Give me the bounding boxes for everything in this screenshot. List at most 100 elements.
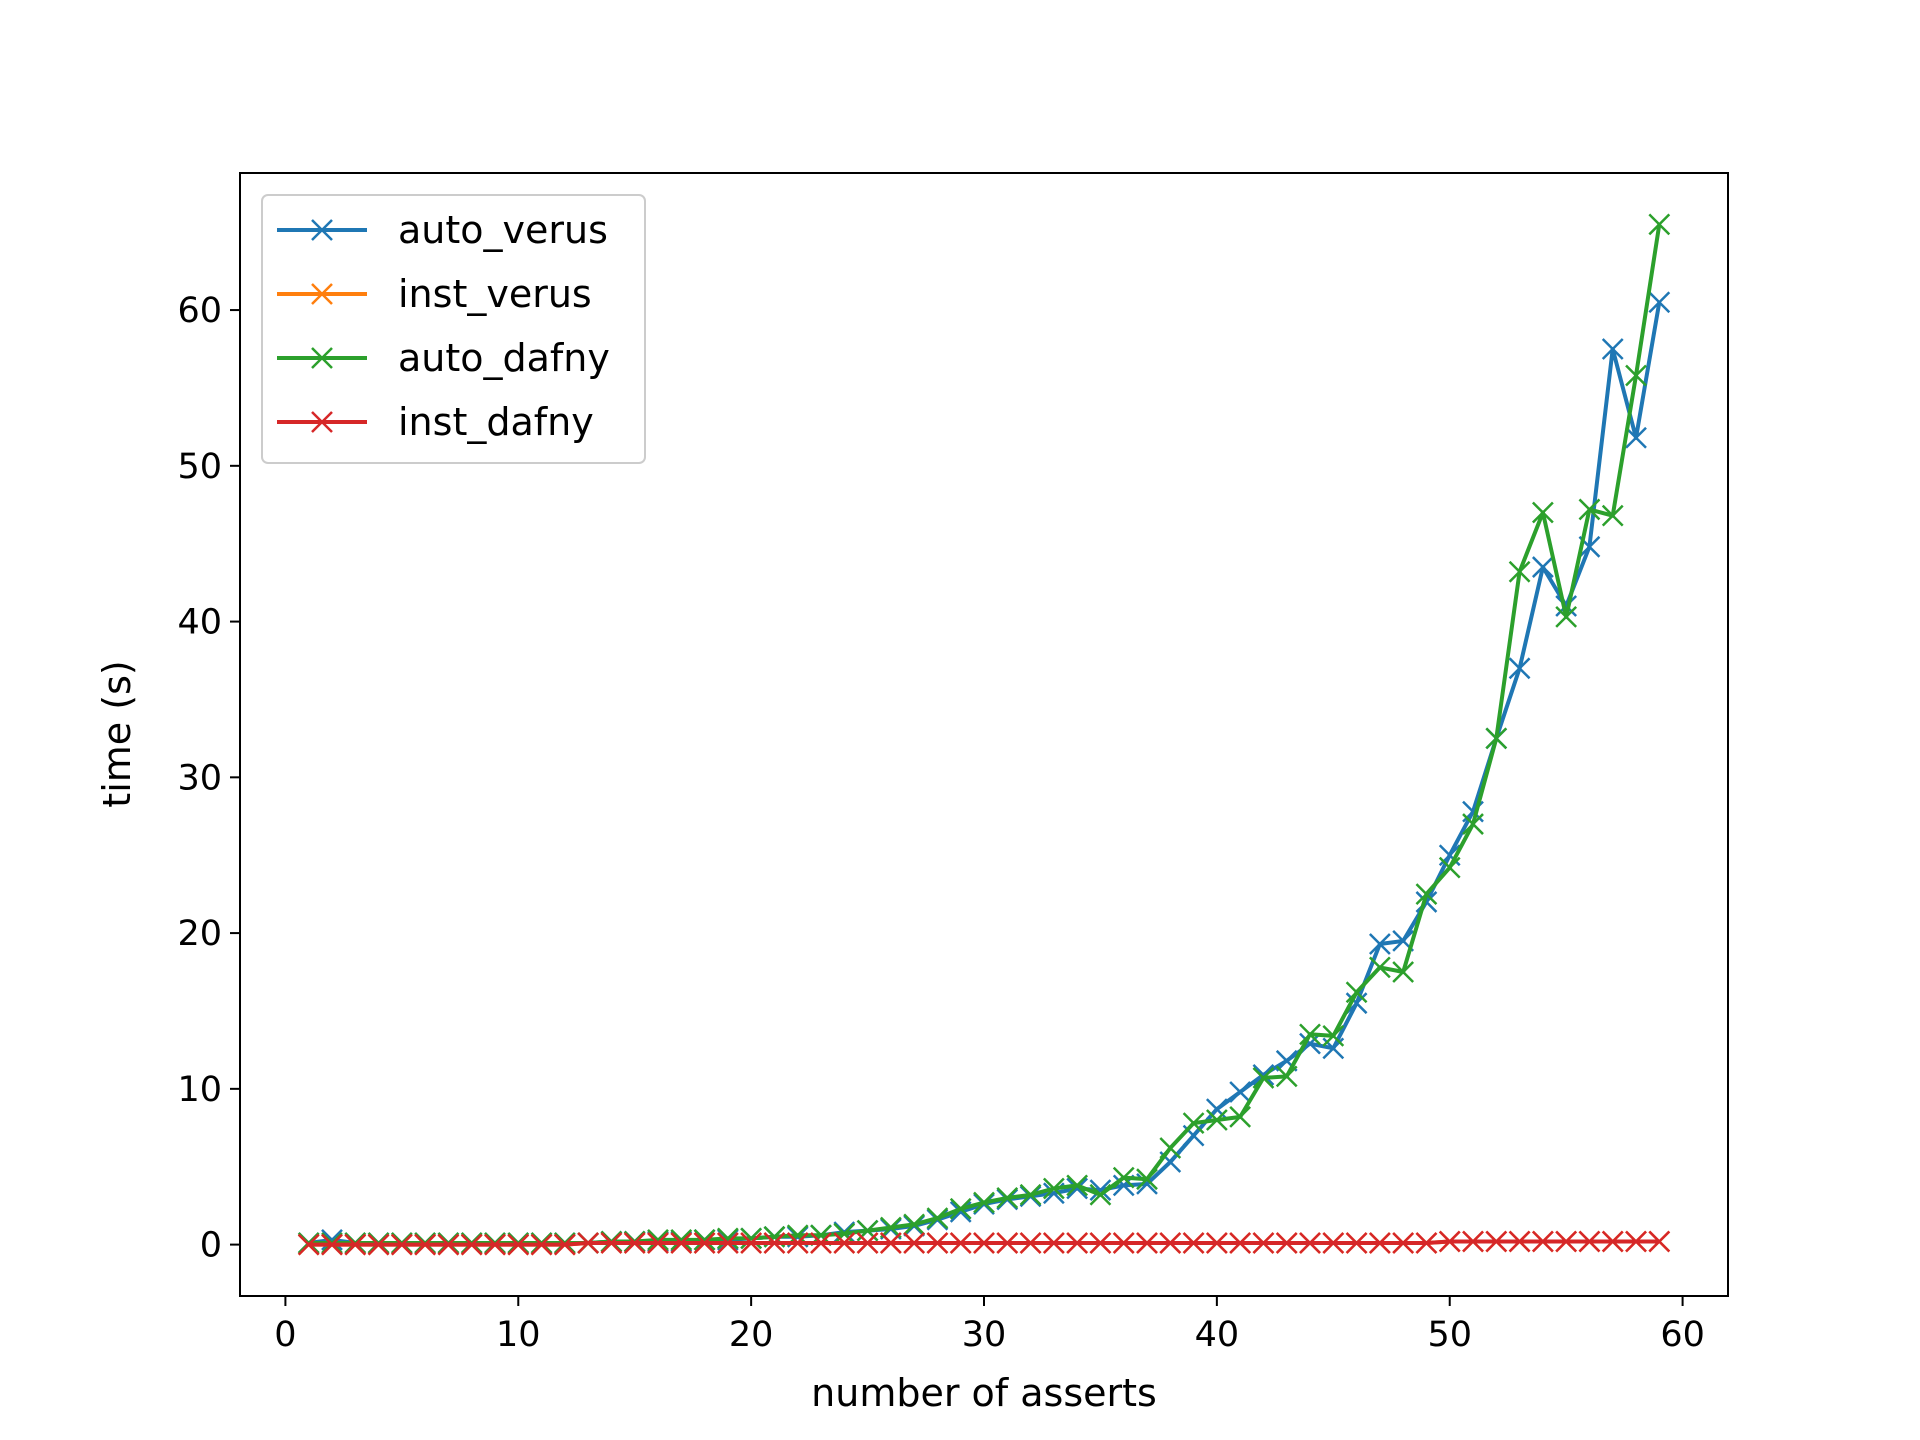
data-point [1601, 1230, 1624, 1253]
data-point [1462, 1230, 1484, 1253]
data-point [414, 1233, 437, 1256]
legend-marker [311, 283, 333, 305]
data-point [1555, 606, 1578, 628]
data-point [437, 1233, 460, 1256]
data-point [810, 1232, 832, 1254]
data-point [996, 1232, 1019, 1254]
data-point [367, 1233, 390, 1256]
data-point [1252, 1067, 1275, 1089]
data-point [1601, 504, 1624, 527]
data-point [949, 1232, 972, 1254]
data-point [1066, 1232, 1089, 1254]
x-tick-label: 30 [962, 1315, 1007, 1355]
data-point [856, 1232, 879, 1254]
legend-label: inst_verus [398, 272, 592, 316]
data-point [484, 1233, 506, 1256]
y-axis-ticks: 0 10 20 30 40 50 60 [177, 291, 240, 1266]
legend-item-auto-verus: auto_verus [277, 208, 608, 252]
data-point [530, 1233, 553, 1256]
data-point [623, 1232, 646, 1254]
legend-entries: auto_verus inst_verus auto_dafny inst_dafny [277, 208, 610, 444]
legend-frame [261, 194, 646, 464]
legend-marker [311, 347, 333, 369]
data-point [763, 1232, 786, 1254]
data-point [1601, 338, 1624, 360]
data-point [996, 1186, 1019, 1209]
data-point [786, 1232, 809, 1254]
data-point [1438, 1230, 1461, 1253]
data-point [600, 1232, 623, 1254]
data-point [321, 1233, 343, 1256]
y-tick-label: 30 [177, 758, 222, 798]
data-point [1229, 1105, 1252, 1128]
legend-label: auto_verus [398, 208, 608, 252]
data-point [1089, 1179, 1112, 1201]
data-point [1345, 981, 1368, 1004]
data-point [1578, 1230, 1601, 1253]
data-point [1089, 1232, 1112, 1254]
data-point [647, 1232, 669, 1254]
x-axis-label: number of asserts [811, 1371, 1157, 1415]
data-point [1042, 1177, 1065, 1200]
legend-item-inst-dafny: inst_dafny [277, 400, 594, 444]
data-point [740, 1227, 763, 1250]
data-point [1275, 1065, 1298, 1088]
x-tick-label: 60 [1660, 1315, 1705, 1355]
x-tick-label: 40 [1195, 1315, 1240, 1355]
x-tick-label: 20 [729, 1315, 774, 1355]
data-point [1368, 933, 1391, 955]
legend-item-inst-verus: inst_verus [277, 272, 592, 316]
data-point [1648, 213, 1671, 236]
data-point [973, 1232, 995, 1254]
data-point [1508, 1230, 1531, 1253]
data-point [1322, 1025, 1345, 1047]
data-point [1462, 813, 1484, 835]
data-point [949, 1197, 972, 1220]
data-point [1392, 1232, 1415, 1254]
y-tick-label: 0 [200, 1226, 222, 1266]
data-point [1205, 1232, 1228, 1254]
data-point [926, 1232, 949, 1254]
data-point [1415, 891, 1438, 913]
data-point [670, 1232, 693, 1254]
data-point [1252, 1232, 1275, 1254]
data-point [1625, 1230, 1647, 1253]
data-point [1019, 1232, 1042, 1254]
plot-frame [239, 172, 1729, 1297]
data-point [1392, 961, 1415, 983]
data-point [344, 1233, 367, 1256]
data-point [1042, 1232, 1065, 1254]
data-point [1299, 1232, 1321, 1254]
data-point [903, 1213, 926, 1236]
data-point [1415, 1232, 1438, 1254]
data-point [1531, 556, 1554, 578]
x-tick-label: 0 [274, 1315, 296, 1355]
data-point [1625, 364, 1647, 387]
legend-marker [311, 219, 333, 241]
data-point [1182, 1232, 1205, 1254]
data-point [1508, 657, 1531, 680]
data-point [1368, 956, 1391, 979]
data-point [1415, 883, 1438, 906]
data-point [507, 1233, 530, 1256]
data-point [1019, 1183, 1042, 1206]
x-axis-ticks: 0 10 20 30 40 50 60 [274, 1296, 1705, 1355]
data-point [647, 1229, 669, 1251]
legend-item-auto-dafny: auto_dafny [277, 336, 610, 380]
x-tick-label: 10 [496, 1315, 541, 1355]
data-point [716, 1227, 739, 1250]
y-axis-label: time (s) [95, 660, 139, 807]
data-point [1555, 595, 1578, 617]
data-point [553, 1233, 576, 1256]
data-point [390, 1233, 413, 1256]
data-point [1182, 1112, 1205, 1134]
series-inst-dafny [297, 1230, 1671, 1256]
data-point [1555, 1230, 1578, 1253]
legend-marker [311, 411, 333, 433]
data-point [1531, 1230, 1554, 1253]
data-point [1275, 1232, 1298, 1254]
data-point [1485, 1230, 1508, 1253]
data-point [1531, 501, 1554, 524]
y-tick-label: 10 [177, 1070, 222, 1110]
